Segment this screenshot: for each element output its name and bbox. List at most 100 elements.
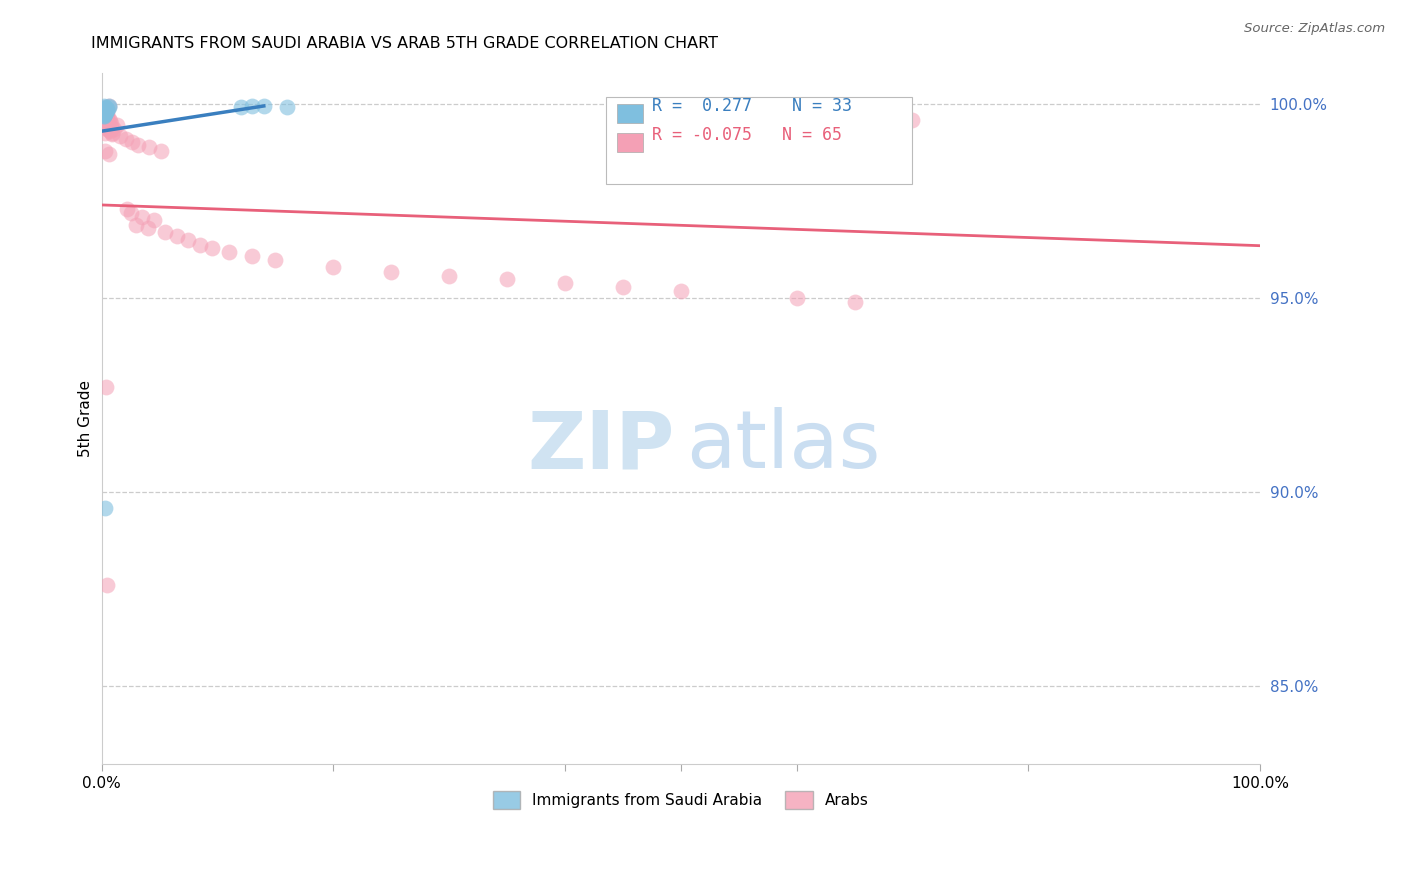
Point	[218, 245, 240, 260]
Bar	[617, 133, 643, 153]
FancyBboxPatch shape	[606, 97, 912, 184]
Text: IMMIGRANTS FROM SAUDI ARABIA VS ARAB 5TH GRADE CORRELATION CHART: IMMIGRANTS FROM SAUDI ARABIA VS ARAB 5TH…	[91, 36, 718, 51]
Point	[103, 122, 125, 136]
Point	[496, 272, 519, 286]
Point	[901, 112, 924, 127]
Point	[97, 99, 120, 113]
Point	[97, 112, 120, 126]
Text: atlas: atlas	[686, 407, 882, 485]
Text: ZIP: ZIP	[527, 407, 675, 485]
Point	[100, 117, 122, 131]
Point	[142, 213, 165, 227]
Point	[96, 104, 118, 119]
Point	[240, 249, 263, 263]
Text: R = -0.075   N = 65: R = -0.075 N = 65	[652, 126, 842, 144]
Point	[96, 101, 118, 115]
Point	[149, 144, 172, 158]
Point	[96, 105, 118, 120]
Point	[786, 291, 808, 305]
Point	[105, 119, 128, 133]
Point	[120, 205, 142, 219]
Point	[96, 578, 118, 592]
Text: Source: ZipAtlas.com: Source: ZipAtlas.com	[1244, 22, 1385, 36]
Point	[93, 108, 115, 122]
Point	[125, 218, 148, 232]
Point	[96, 119, 118, 133]
Point	[136, 221, 159, 235]
Point	[101, 128, 124, 142]
Point	[93, 102, 115, 116]
Point	[155, 225, 177, 239]
Point	[96, 112, 118, 127]
Point	[94, 103, 117, 117]
Point	[669, 284, 692, 298]
Point	[94, 144, 117, 158]
Point	[93, 105, 115, 120]
Point	[96, 101, 118, 115]
Point	[96, 103, 118, 117]
Point	[201, 241, 224, 255]
Point	[97, 99, 120, 113]
Point	[91, 103, 114, 118]
Point	[138, 140, 160, 154]
Legend: Immigrants from Saudi Arabia, Arabs: Immigrants from Saudi Arabia, Arabs	[486, 785, 875, 815]
Point	[96, 102, 118, 116]
Point	[93, 121, 115, 136]
Point	[93, 109, 115, 123]
Point	[96, 103, 118, 118]
Point	[96, 112, 118, 127]
Point	[98, 114, 121, 128]
Bar	[617, 104, 643, 123]
Point	[94, 112, 117, 127]
Point	[96, 109, 118, 123]
Point	[108, 128, 131, 143]
Point	[94, 105, 117, 120]
Point	[844, 295, 866, 310]
Point	[127, 137, 149, 152]
Point	[94, 110, 117, 124]
Point	[93, 101, 115, 115]
Point	[93, 109, 115, 123]
Point	[94, 116, 117, 130]
Point	[121, 135, 143, 149]
Point	[94, 107, 117, 121]
Point	[131, 210, 153, 224]
Point	[437, 268, 460, 283]
Point	[166, 229, 188, 244]
Point	[93, 103, 115, 118]
Point	[612, 280, 634, 294]
Point	[93, 105, 115, 120]
Text: R =  0.277    N = 33: R = 0.277 N = 33	[652, 97, 852, 115]
Point	[94, 500, 117, 515]
Point	[264, 253, 287, 268]
Point	[94, 126, 117, 140]
Point	[98, 124, 121, 138]
Point	[97, 147, 120, 161]
Point	[96, 103, 118, 118]
Point	[96, 116, 118, 130]
Point	[100, 120, 122, 135]
Point	[229, 100, 252, 114]
Point	[96, 120, 118, 135]
Point	[96, 107, 118, 121]
Point	[188, 237, 211, 252]
Point	[276, 100, 298, 114]
Point	[94, 109, 117, 123]
Point	[94, 103, 117, 117]
Point	[94, 107, 117, 121]
Point	[96, 108, 118, 122]
Point	[96, 102, 118, 116]
Point	[177, 233, 200, 247]
Point	[93, 107, 115, 121]
Y-axis label: 5th Grade: 5th Grade	[79, 380, 93, 457]
Point	[96, 103, 118, 118]
Point	[115, 132, 138, 146]
Point	[94, 119, 117, 133]
Point	[554, 277, 576, 291]
Point	[97, 123, 120, 137]
Point	[240, 99, 263, 113]
Point	[101, 126, 124, 140]
Point	[96, 380, 118, 394]
Point	[96, 103, 118, 117]
Point	[94, 106, 117, 120]
